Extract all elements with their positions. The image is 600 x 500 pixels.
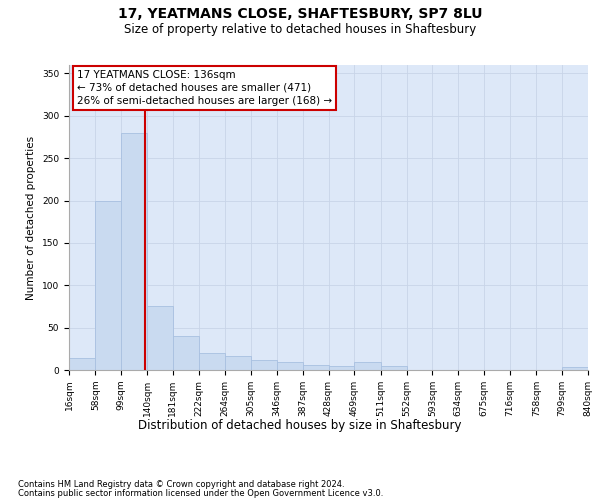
Bar — [121, 133, 147, 370]
Text: Contains public sector information licensed under the Open Government Licence v3: Contains public sector information licen… — [18, 489, 383, 498]
Bar — [251, 360, 277, 370]
Text: 17, YEATMANS CLOSE, SHAFTESBURY, SP7 8LU: 17, YEATMANS CLOSE, SHAFTESBURY, SP7 8LU — [118, 8, 482, 22]
Bar — [277, 362, 302, 370]
Bar — [199, 353, 225, 370]
Text: Distribution of detached houses by size in Shaftesbury: Distribution of detached houses by size … — [138, 418, 462, 432]
Text: 17 YEATMANS CLOSE: 136sqm
← 73% of detached houses are smaller (471)
26% of semi: 17 YEATMANS CLOSE: 136sqm ← 73% of detac… — [77, 70, 332, 106]
Bar — [225, 356, 251, 370]
Bar — [381, 366, 407, 370]
Bar — [173, 336, 199, 370]
Text: Size of property relative to detached houses in Shaftesbury: Size of property relative to detached ho… — [124, 22, 476, 36]
Text: Contains HM Land Registry data © Crown copyright and database right 2024.: Contains HM Land Registry data © Crown c… — [18, 480, 344, 489]
Bar — [95, 200, 121, 370]
Bar — [69, 358, 95, 370]
Bar — [302, 365, 329, 370]
Bar — [329, 366, 355, 370]
Y-axis label: Number of detached properties: Number of detached properties — [26, 136, 37, 300]
Bar — [562, 368, 588, 370]
Bar — [147, 306, 173, 370]
Bar — [355, 362, 381, 370]
